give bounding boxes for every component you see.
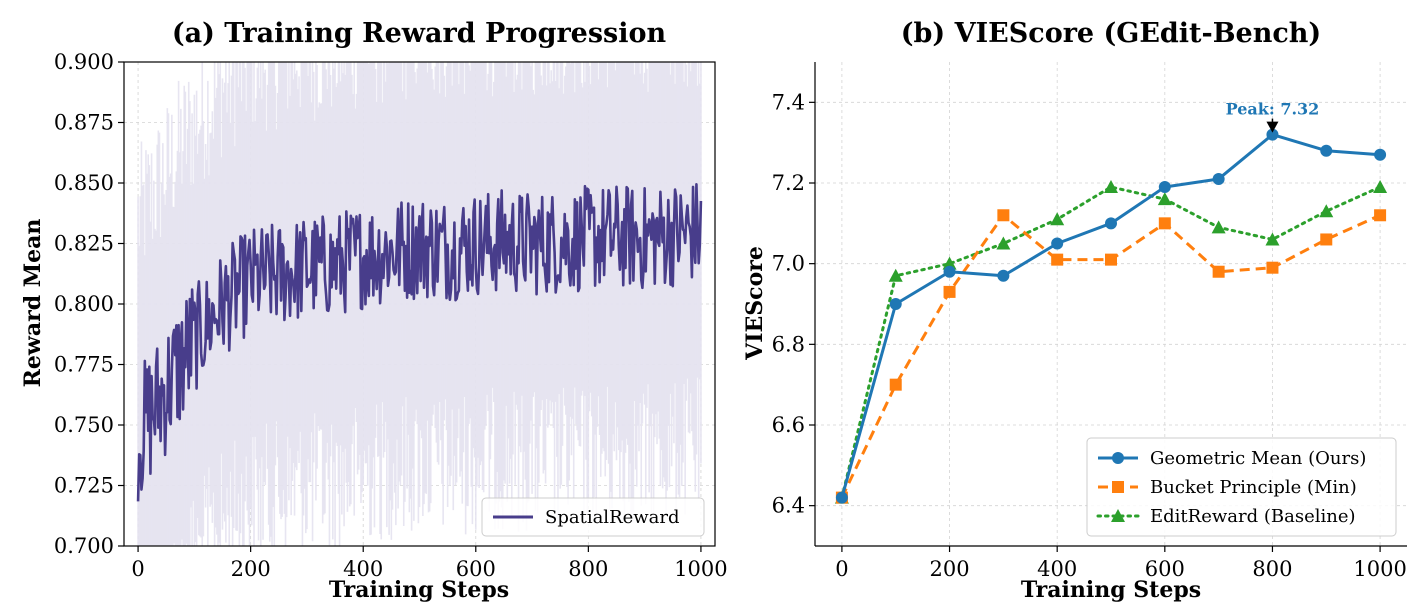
panel-b-x-tick-label: 600 [1145, 557, 1185, 581]
panel-b-x-tick-label: 1000 [1353, 557, 1406, 581]
data-point [888, 268, 903, 282]
data-point [943, 285, 956, 298]
data-point [1158, 217, 1171, 230]
panel-b-y-tick-label: 6.6 [772, 413, 805, 437]
legend-marker [1111, 509, 1125, 522]
panel-a-x-tick-label: 400 [343, 557, 383, 581]
data-point [835, 491, 848, 504]
data-point [1374, 148, 1387, 161]
panel-b-x-tick-label: 800 [1252, 557, 1292, 581]
panel-a-y-tick-label: 0.750 [54, 413, 114, 437]
panel-a-y-tick-label: 0.900 [54, 50, 114, 74]
data-point [1373, 180, 1388, 194]
panel-b-x-tick-label: 200 [929, 557, 969, 581]
panel-a-y-tick-label: 0.800 [54, 292, 114, 316]
panel-a-x-axis-label: Training Steps [329, 577, 509, 603]
spatialreward-line [136, 183, 703, 502]
panel-b-y-tick-label: 6.8 [772, 332, 805, 356]
data-point [889, 298, 902, 310]
panel-a-x-tick-label: 600 [456, 557, 496, 581]
data-point [1051, 237, 1064, 250]
data-point [1157, 192, 1172, 206]
panel-b-y-tick-label: 7.0 [772, 252, 805, 276]
panel-b-x-ticks: 0 200 400 600 800 1000 [835, 546, 1407, 581]
legend-label: Bucket Principle (Min) [1150, 477, 1357, 498]
data-point [1211, 220, 1226, 234]
data-point [1266, 261, 1279, 274]
panel-b-plot-area [834, 128, 1388, 504]
data-point [1212, 265, 1225, 278]
panel-a-plot-area [136, 183, 703, 502]
data-point [1105, 253, 1117, 266]
panel-a-frame [123, 61, 716, 547]
data-point [1320, 233, 1333, 246]
data-point [1158, 181, 1171, 194]
data-point [1212, 172, 1225, 185]
panel-a-noise-band [137, 62, 702, 546]
panel-a-training-reward: (a) Training Reward Progression 0.7000.7… [20, 18, 728, 603]
panel-b-x-axis-label: Training Steps [1021, 577, 1201, 603]
panel-b-legend-box [1086, 437, 1397, 537]
panel-b-x-tick-label: 400 [1037, 557, 1077, 581]
panel-a-legend-label: SpatialReward [545, 507, 680, 528]
data-point [1320, 144, 1333, 157]
data-point [1319, 204, 1334, 218]
data-point [1104, 180, 1118, 194]
panel-a-y-axis-label: Reward Mean [20, 219, 46, 388]
panel-b-y-tick-label: 6.4 [772, 494, 805, 518]
data-point [1051, 253, 1064, 266]
panel-a-legend: SpatialReward [481, 497, 705, 537]
panel-b-y-axis-label: VIEScore [742, 246, 768, 361]
data-point [997, 269, 1010, 282]
panel-a-x-tick-label: 200 [231, 557, 271, 581]
panel-b-y-tick-label: 7.4 [772, 90, 805, 114]
panel-b-y-tick-label: 7.2 [772, 171, 805, 195]
data-point [889, 378, 902, 391]
legend-marker [1112, 452, 1124, 464]
panel-b-legend: Geometric Mean (Ours) Bucket Principle (M… [1086, 437, 1397, 537]
legend-label: Geometric Mean (Ours) [1150, 448, 1366, 469]
panel-b-peak-annotation: Peak: 7.32 [1226, 100, 1320, 133]
panel-a-y-ticks: 0.700 0.725 0.750 0.775 0.800 0.825 0.850 0.875… [54, 50, 124, 558]
data-point [1050, 212, 1065, 226]
panel-a-x-tick-label: 0 [131, 557, 144, 581]
panel-b-y-ticks: 6.4 6.6 6.8 7.0 7.2 7.4 [772, 90, 815, 518]
peak-annotation-text: Peak: 7.32 [1226, 100, 1320, 119]
panel-a-y-tick-label: 0.850 [54, 171, 114, 195]
legend-marker [1112, 481, 1124, 493]
panel-a-x-tick-label: 1000 [674, 557, 727, 581]
data-point [942, 256, 957, 270]
data-point [1266, 128, 1279, 141]
panel-a-y-tick-label: 0.875 [54, 111, 114, 135]
panel-b-title: (b) VIEScore (GEdit-Bench) [901, 18, 1321, 49]
panel-b-viescore: (b) VIEScore (GEdit-Bench) 6.4 6.6 6.8 7.0 7… [742, 18, 1407, 603]
data-point [997, 209, 1010, 222]
panel-a-x-tick-label: 800 [568, 557, 608, 581]
panel-a-title: (a) Training Reward Progression [172, 18, 667, 49]
panel-b-x-tick-label: 0 [835, 557, 848, 581]
data-point [1265, 232, 1280, 246]
panel-a-x-ticks: 0 200 400 600 800 1000 [131, 546, 728, 581]
legend-label: EditReward (Baseline) [1150, 506, 1356, 527]
panel-a-y-tick-label: 0.700 [54, 534, 114, 558]
data-point [1105, 217, 1117, 230]
series-line [840, 185, 1382, 500]
panel-a-y-tick-label: 0.825 [54, 232, 114, 256]
data-point [996, 236, 1011, 250]
panel-a-legend-box [481, 497, 705, 537]
panel-a-y-tick-label: 0.725 [54, 474, 114, 498]
peak-arrow-head [1266, 121, 1279, 133]
series-geometric-mean-ours [835, 128, 1387, 504]
data-point [1374, 209, 1387, 222]
data-point [943, 265, 956, 278]
panel-a-y-tick-label: 0.775 [54, 353, 114, 377]
